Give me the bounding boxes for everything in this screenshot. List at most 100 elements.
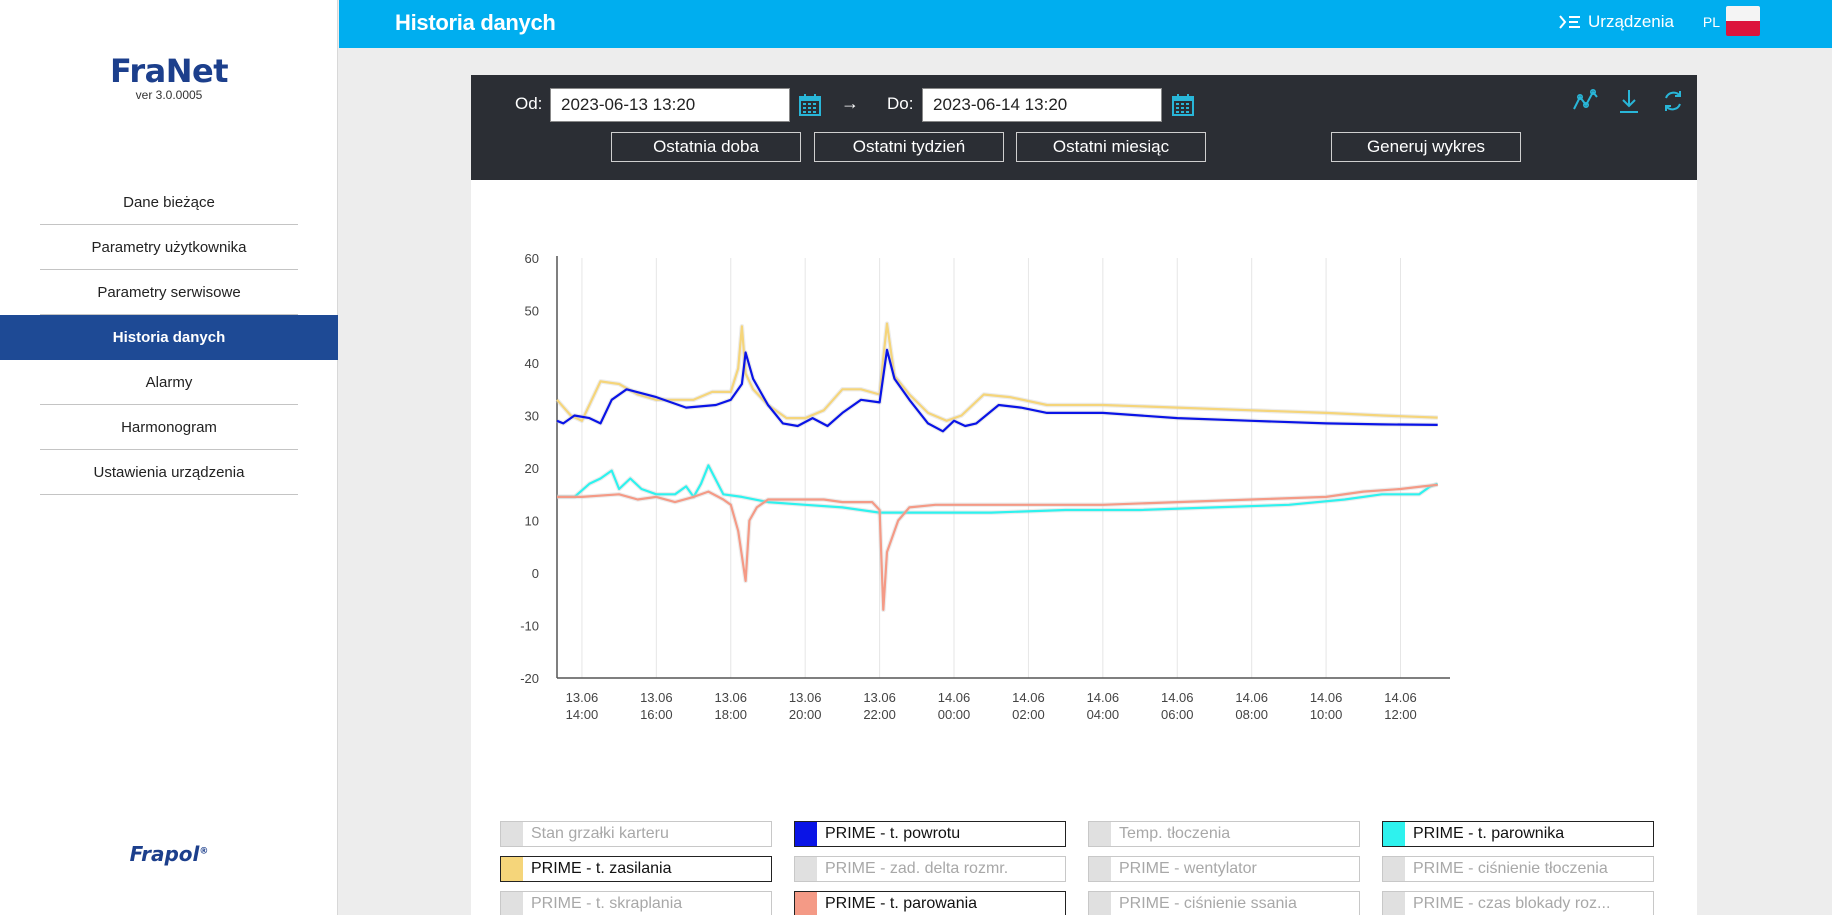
x-tick-date: 13.06 (714, 690, 747, 705)
sidebar-nav: Dane bieżące Parametry użytkownika Paramet… (0, 180, 338, 495)
legend-swatch (1383, 822, 1405, 846)
sidebar: FraNet ver 3.0.0005 Dane bieżące Parametr… (0, 0, 338, 915)
x-tick-date: 14.06 (1310, 690, 1343, 705)
legend-item[interactable]: PRIME - t. powrotu (794, 821, 1066, 847)
x-tick-date: 13.06 (566, 690, 599, 705)
series-line (557, 483, 1438, 611)
x-tick-date: 14.06 (1235, 690, 1268, 705)
legend-swatch (1089, 822, 1111, 846)
series-line (556, 348, 1438, 433)
page-title: Historia danych (395, 10, 556, 35)
devices-label: Urządzenia (1588, 12, 1674, 31)
franet-logo: FraNet ver 3.0.0005 (0, 52, 338, 102)
y-tick-label: -20 (520, 671, 539, 686)
y-tick-label: 60 (525, 251, 539, 266)
x-tick-time: 22:00 (863, 707, 896, 722)
legend-label: PRIME - czas blokady roz... (1413, 895, 1611, 912)
y-tick-label: 0 (532, 566, 539, 581)
to-label: Do: (887, 94, 914, 113)
legend-swatch (1089, 857, 1111, 881)
history-line-chart: -20 -10 0 10 20 30 40 50 60 13.06 14:00 13.06 16:00 1… (520, 251, 1450, 722)
chart-legend: Stan grzałki karteru PRIME - t. powrotu Te… (500, 821, 1670, 915)
sidebar-item-2[interactable]: Parametry serwisowe (40, 270, 298, 315)
x-tick-date: 14.06 (938, 690, 971, 705)
legend-item[interactable]: PRIME - t. parownika (1382, 821, 1654, 847)
legend-item[interactable]: PRIME - zad. delta rozmr. (794, 856, 1066, 882)
x-tick-date: 14.06 (1087, 690, 1120, 705)
legend-swatch (795, 822, 817, 846)
x-tick-time: 06:00 (1161, 707, 1194, 722)
x-tick-time: 18:00 (714, 707, 747, 722)
x-tick-date: 14.06 (1384, 690, 1417, 705)
last-week-button[interactable]: Ostatni tydzień (814, 132, 1004, 162)
to-date-input[interactable] (922, 88, 1162, 122)
legend-label: PRIME - zad. delta rozmr. (825, 860, 1009, 877)
chart-line-icon[interactable] (1571, 87, 1599, 115)
legend-item[interactable]: Stan grzałki karteru (500, 821, 772, 847)
frapol-logo: Frapol® (0, 842, 338, 866)
legend-swatch (501, 892, 523, 915)
legend-label: PRIME - t. skraplania (531, 895, 683, 912)
x-tick-date: 14.06 (1161, 690, 1194, 705)
legend-swatch (501, 822, 523, 846)
refresh-icon[interactable] (1659, 87, 1687, 115)
history-card: Od: → Do: Ostatnia doba Ostatni tydzień … (471, 75, 1697, 915)
to-calendar-icon[interactable] (1172, 94, 1194, 116)
x-tick-time: 14:00 (566, 707, 599, 722)
legend-item[interactable]: PRIME - ciśnienie tłoczenia (1382, 856, 1654, 882)
legend-item[interactable]: PRIME - czas blokady roz... (1382, 891, 1654, 915)
legend-item[interactable]: PRIME - t. parowania (794, 891, 1066, 915)
legend-swatch (1383, 892, 1405, 915)
legend-item[interactable]: Temp. tłoczenia (1088, 821, 1360, 847)
x-tick-time: 08:00 (1235, 707, 1268, 722)
devices-menu-icon (1559, 15, 1580, 29)
sidebar-item-3[interactable]: Historia danych (0, 315, 338, 360)
legend-swatch (1383, 857, 1405, 881)
last-day-button[interactable]: Ostatnia doba (611, 132, 801, 162)
x-tick-date: 13.06 (640, 690, 673, 705)
sidebar-item-1[interactable]: Parametry użytkownika (40, 225, 298, 270)
x-tick-time: 20:00 (789, 707, 822, 722)
x-tick-time: 16:00 (640, 707, 673, 722)
x-tick-date: 13.06 (863, 690, 896, 705)
brand-name: FraNet (110, 52, 228, 90)
legend-item[interactable]: PRIME - t. zasilania (500, 856, 772, 882)
date-toolbar: Od: → Do: Ostatnia doba Ostatni tydzień … (471, 75, 1697, 180)
series-line (557, 464, 1439, 514)
legend-swatch (501, 857, 523, 881)
sidebar-item-0[interactable]: Dane bieżące (40, 180, 298, 225)
last-month-button[interactable]: Ostatni miesiąc (1016, 132, 1206, 162)
sidebar-item-5[interactable]: Harmonogram (40, 405, 298, 450)
legend-swatch (795, 857, 817, 881)
legend-label: PRIME - t. powrotu (825, 825, 961, 842)
sidebar-item-4[interactable]: Alarmy (40, 360, 298, 405)
legend-item[interactable]: PRIME - wentylator (1088, 856, 1360, 882)
legend-item[interactable]: PRIME - ciśnienie ssania (1088, 891, 1360, 915)
legend-label: PRIME - t. parownika (1413, 825, 1565, 842)
y-tick-label: 30 (525, 409, 539, 424)
poland-flag-icon[interactable] (1726, 6, 1760, 36)
y-tick-label: 40 (525, 356, 539, 371)
x-tick-time: 12:00 (1384, 707, 1417, 722)
download-icon[interactable] (1615, 87, 1643, 115)
x-tick-date: 13.06 (789, 690, 822, 705)
legend-item[interactable]: PRIME - t. skraplania (500, 891, 772, 915)
from-date-input[interactable] (550, 88, 790, 122)
language-selector[interactable]: PL (1702, 14, 1720, 30)
y-tick-label: 50 (525, 304, 539, 319)
series-line (556, 322, 1438, 422)
x-tick-time: 02:00 (1012, 707, 1045, 722)
app-version: ver 3.0.0005 (135, 88, 203, 102)
legend-label: PRIME - t. zasilania (531, 860, 672, 877)
series-shadow (556, 347, 1438, 434)
legend-swatch (795, 892, 817, 915)
range-arrow: → (841, 93, 859, 113)
from-calendar-icon[interactable] (799, 94, 821, 116)
x-tick-time: 04:00 (1087, 707, 1120, 722)
sidebar-item-6[interactable]: Ustawienia urządzenia (40, 450, 298, 495)
generate-chart-button[interactable]: Generuj wykres (1331, 132, 1521, 162)
legend-label: PRIME - wentylator (1119, 860, 1257, 877)
devices-link[interactable]: Urządzenia (1558, 12, 1674, 32)
x-tick-time: 00:00 (938, 707, 971, 722)
y-tick-label: 10 (525, 514, 539, 529)
